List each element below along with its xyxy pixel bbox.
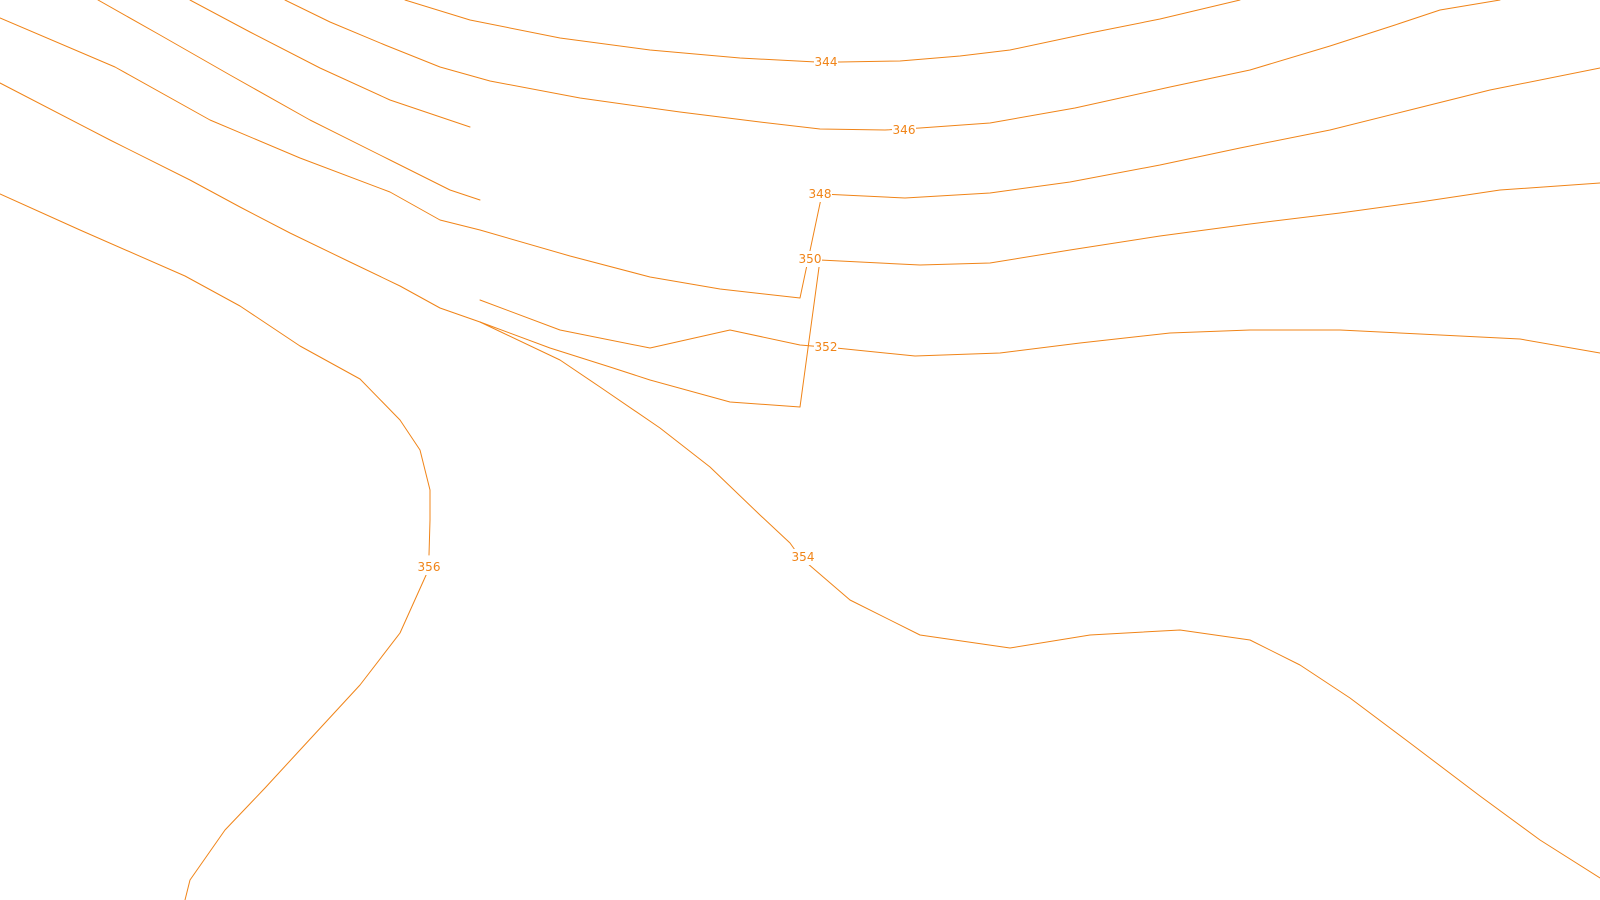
contour-line-346 bbox=[284, 0, 1501, 131]
contour-label-354: 354 bbox=[792, 550, 815, 564]
contour-line-352-main bbox=[479, 299, 1600, 357]
label-mask-348 bbox=[808, 186, 832, 202]
label-mask-344 bbox=[814, 54, 838, 70]
label-mask-354 bbox=[791, 549, 815, 565]
contour-line-350 bbox=[0, 82, 1600, 408]
contour-label-350: 350 bbox=[799, 252, 822, 266]
label-mask-350 bbox=[798, 251, 822, 267]
contour-line-348 bbox=[0, 17, 1600, 299]
contour-line-356 bbox=[184, 519, 431, 900]
contour-label-348: 348 bbox=[809, 187, 832, 201]
contour-label-346: 346 bbox=[893, 123, 916, 137]
contour-line-352 bbox=[0, 193, 431, 521]
label-mask-346 bbox=[892, 122, 916, 138]
contour-label-344: 344 bbox=[815, 55, 838, 69]
contour-line-354 bbox=[479, 321, 1600, 879]
label-mask-352 bbox=[814, 339, 838, 355]
contour-label-356: 356 bbox=[418, 560, 441, 574]
contour-line-344 bbox=[404, 0, 1241, 63]
contour-label-352: 352 bbox=[815, 340, 838, 354]
contour-line-upper-a bbox=[97, 0, 481, 201]
label-mask-356 bbox=[417, 559, 441, 575]
contour-line-upper-b bbox=[189, 0, 471, 128]
